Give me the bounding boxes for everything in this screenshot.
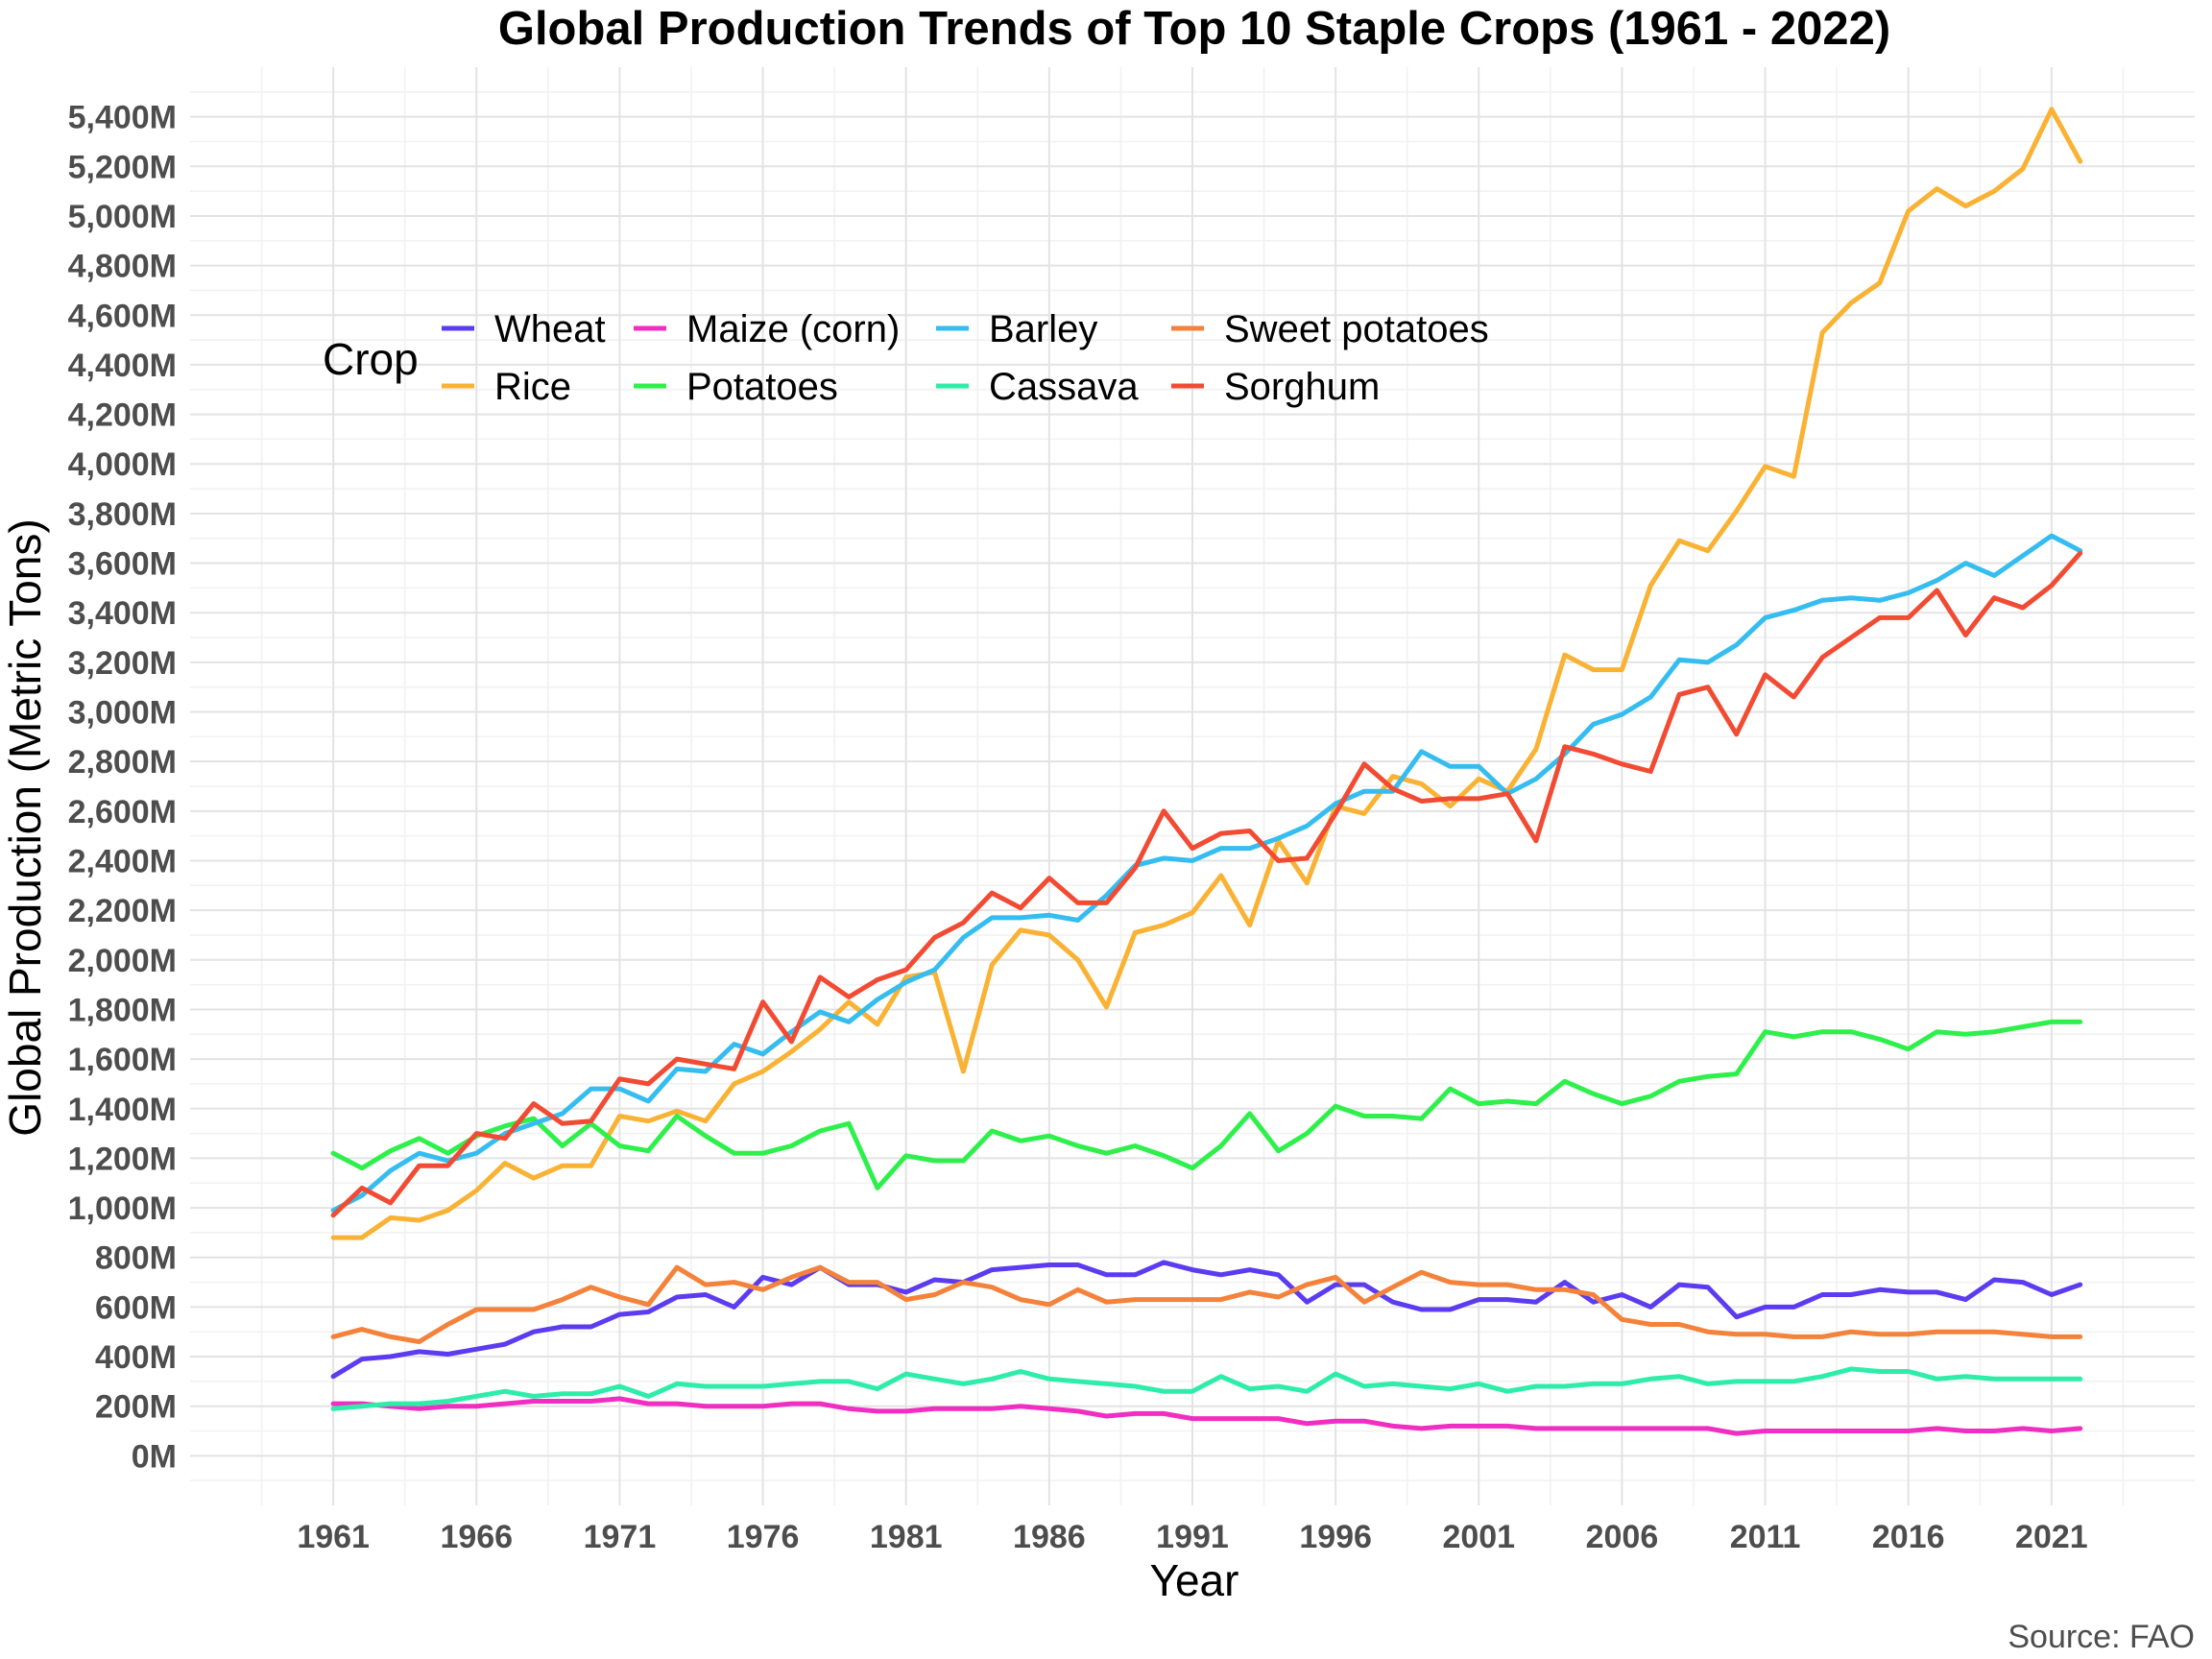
y-tick-label: 2,600M (68, 794, 177, 830)
x-axis-title: Year (1150, 1555, 1239, 1605)
y-tick-label: 5,000M (68, 199, 177, 235)
y-tick-label: 4,600M (68, 298, 177, 334)
legend-label-potatoes: Potatoes (686, 366, 838, 408)
series-line-rice (330, 107, 2083, 1240)
x-tick-label: 2021 (2015, 1519, 2088, 1555)
y-tick-label: 2,400M (68, 843, 177, 879)
series-line-sorghum (330, 550, 2083, 1218)
x-tick-label: 1991 (1156, 1519, 1229, 1555)
series-line-wheat (330, 1260, 2083, 1380)
legend-title: Crop (323, 334, 419, 384)
legend-label-sweet-potatoes: Sweet potatoes (1224, 308, 1489, 350)
y-tick-label: 4,000M (68, 446, 177, 483)
series-line-maize-corn (330, 1396, 2083, 1436)
y-tick-label: 1,200M (68, 1141, 177, 1177)
series-lines (330, 107, 2083, 1436)
x-tick-label: 1971 (584, 1519, 657, 1555)
y-tick-label: 0M (132, 1438, 177, 1475)
x-tick-label: 2001 (1442, 1519, 1515, 1555)
y-tick-label: 3,000M (68, 695, 177, 732)
chart-title: Global Production Trends of Top 10 Stapl… (498, 3, 1890, 55)
y-tick-label: 1,400M (68, 1092, 177, 1128)
y-tick-label: 3,800M (68, 496, 177, 533)
legend-label-barley: Barley (989, 308, 1097, 350)
y-tick-label: 400M (95, 1339, 177, 1376)
chart-legend: Crop Wheat Rice Maize (corn) Potatoes Barley… (323, 308, 1489, 408)
x-tick-label: 1976 (727, 1519, 800, 1555)
chart-caption: Source: FAO (2008, 1619, 2195, 1655)
legend-label-maize-corn: Maize (corn) (686, 308, 900, 350)
major-gridlines (190, 67, 2195, 1505)
legend-label-wheat: Wheat (494, 308, 606, 350)
y-tick-label: 5,200M (68, 149, 177, 185)
x-tick-label: 1966 (440, 1519, 513, 1555)
x-tick-label: 1996 (1299, 1519, 1372, 1555)
legend-label-rice: Rice (494, 366, 571, 408)
y-tick-label: 3,600M (68, 546, 177, 583)
y-axis-title: Global Production (Metric Tons) (0, 518, 50, 1136)
y-tick-label: 4,200M (68, 397, 177, 434)
y-tick-label: 3,200M (68, 645, 177, 682)
x-tick-label: 2016 (1872, 1519, 1945, 1555)
y-tick-label: 2,200M (68, 893, 177, 929)
x-tick-label: 1961 (297, 1519, 370, 1555)
y-tick-label: 200M (95, 1389, 177, 1426)
y-tick-label: 2,800M (68, 744, 177, 781)
x-tick-label: 1981 (870, 1519, 943, 1555)
y-tick-label: 5,400M (68, 100, 177, 136)
series-line-potatoes (330, 1019, 2083, 1190)
legend-label-sorghum: Sorghum (1224, 366, 1380, 408)
x-tick-label: 2006 (1586, 1519, 1659, 1555)
y-tick-label: 3,400M (68, 595, 177, 632)
y-tick-label: 1,000M (68, 1190, 177, 1227)
legend-label-cassava: Cassava (989, 366, 1139, 408)
x-axis-tick-labels: 1961 1966 1971 1976 1981 1986 1991 1996 2001 2006… (297, 1519, 2087, 1555)
y-tick-label: 800M (95, 1240, 177, 1277)
x-tick-label: 2011 (1730, 1519, 1801, 1555)
y-tick-label: 4,800M (68, 249, 177, 285)
y-tick-label: 1,800M (68, 992, 177, 1028)
x-tick-label: 1986 (1013, 1519, 1086, 1555)
y-tick-label: 1,600M (68, 1042, 177, 1078)
y-tick-label: 4,400M (68, 348, 177, 384)
y-axis-tick-labels: 0M 200M 400M 600M 800M 1,000M 1,200M 1,400M 1,60… (68, 100, 177, 1476)
series-line-sweet-potatoes (330, 1264, 2083, 1344)
y-tick-label: 600M (95, 1289, 177, 1326)
series-line-cassava (330, 1366, 2083, 1411)
series-line-barley (330, 533, 2083, 1214)
y-tick-label: 2,000M (68, 943, 177, 979)
